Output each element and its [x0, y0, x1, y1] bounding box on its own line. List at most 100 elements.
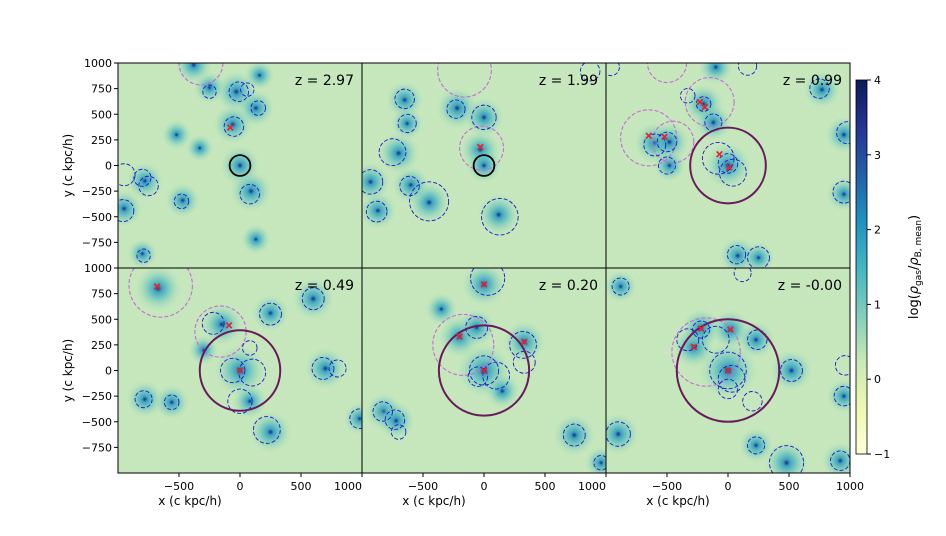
gas-core [374, 207, 381, 214]
gas-core [570, 431, 578, 439]
panel-5 [362, 268, 606, 473]
subhalo-circle [709, 351, 747, 390]
main-halo-circle [198, 329, 282, 412]
gas-clump [118, 189, 143, 228]
main-halo-circle [675, 318, 781, 423]
colorbar-tick-label: 4 [874, 74, 881, 87]
gas-core [710, 119, 717, 126]
colorbar-gradient [855, 79, 868, 455]
colorbar-ticks: 4 3 2 1 0 −1 [867, 74, 890, 461]
subhalo-circle [384, 409, 406, 430]
subhalo-circle [679, 88, 696, 104]
gas-core [141, 177, 148, 184]
subhalo-circle [692, 320, 711, 339]
main-halo-circle [689, 126, 767, 205]
subhalo-circle [606, 421, 631, 447]
subhalo-circle [138, 175, 159, 197]
subhalo-circle [201, 311, 225, 335]
halo-center-marker [236, 367, 244, 374]
gas-clump [764, 440, 809, 473]
x-axis-label-col3: x (c kpc/h) [646, 494, 710, 508]
subhalo-circle [695, 96, 712, 112]
gas-core [401, 96, 408, 103]
x-tick-label: −500 [652, 480, 682, 493]
y-tick-label: 250 [91, 134, 112, 147]
y-axis-label-row2: y (c kpc/h) [61, 339, 75, 403]
subhalo-circle [470, 268, 506, 296]
colorbar-tick-label: −1 [874, 448, 890, 461]
gas-core [840, 131, 847, 138]
colorbar-label-sub-gas: gas [914, 270, 924, 286]
colorbar-label: log(ρgas/ρB, mean) [907, 215, 924, 319]
x-axis-label-col2: x (c kpc/h) [402, 494, 466, 508]
subhalo-circle [163, 394, 180, 411]
gas-core [206, 85, 213, 91]
halo-center-marker [697, 325, 705, 332]
subhalo-circle [717, 378, 739, 400]
gas-core [393, 417, 400, 424]
subhalo-circle [239, 183, 260, 205]
subhalo-circle-violet [620, 109, 678, 167]
subhalo-circle [832, 180, 850, 204]
gas-core [755, 255, 762, 261]
subhalo-circle [259, 302, 282, 326]
subhalo-circle [780, 359, 803, 382]
gas-core [734, 252, 741, 259]
y-tick-label: −500 [82, 211, 112, 224]
subhalo-circle [676, 328, 700, 352]
subhalo-circle [238, 358, 267, 387]
subhalo-circle [726, 245, 747, 265]
gas-core [322, 365, 329, 372]
gas-core [236, 162, 244, 169]
subhalo-circle [134, 390, 153, 409]
x-axis-label-col1: x (c kpc/h) [158, 494, 222, 508]
colorbar-label-log: log( [907, 294, 922, 319]
halo-center-marker [661, 133, 668, 141]
y-tick-label: 1000 [84, 57, 112, 70]
gas-core [141, 396, 148, 403]
subhalo-circle [467, 366, 489, 387]
gas-clump [826, 176, 850, 212]
gas-core [356, 416, 362, 422]
gas-core [841, 393, 847, 399]
subhalo-circle [301, 287, 325, 311]
subhalo-circle-violet [671, 317, 741, 387]
subhalo-circle [446, 99, 466, 119]
gas-core [753, 442, 759, 449]
gas-core [841, 191, 847, 197]
subhalo-circle [747, 246, 770, 268]
panels-layer [118, 63, 850, 473]
subhalo-circle [468, 355, 500, 386]
panel-3 [606, 63, 850, 268]
x-tick-label: 500 [535, 480, 556, 493]
subhalo-circle [349, 408, 362, 429]
subhalo-circle [719, 158, 747, 187]
gas-core [837, 457, 844, 464]
subhalo-circle-violet [459, 125, 505, 171]
subhalo-circle [701, 325, 730, 354]
subhalo-circle [733, 268, 752, 283]
gas-core [257, 72, 262, 78]
subhalo-circle [562, 423, 586, 447]
subhalo-circle [809, 78, 830, 99]
gas-core [453, 104, 461, 112]
y-tick-label: −500 [82, 416, 112, 429]
subhalo-circle [228, 81, 249, 102]
panel-title: z = 0.99 [783, 73, 842, 89]
colorbar-tick-label: 1 [874, 298, 881, 311]
subhalo-circle [747, 436, 766, 455]
halo-center-marker [645, 132, 653, 140]
colorbar-label-slash: / [907, 265, 922, 270]
gas-core [367, 178, 374, 186]
halo-center-marker [480, 281, 488, 288]
subhalo-circle [717, 364, 746, 393]
subhalo-circle [241, 340, 258, 356]
y-tick-label: 750 [91, 83, 112, 96]
gas-core [252, 105, 259, 112]
gas-core [438, 306, 444, 312]
gas-core [495, 211, 502, 218]
panel-4 [118, 268, 362, 473]
y-axis-label-row1: y (c kpc/h) [61, 134, 75, 198]
subhalo-circle [658, 156, 676, 175]
x-tick-label: −500 [164, 480, 194, 493]
